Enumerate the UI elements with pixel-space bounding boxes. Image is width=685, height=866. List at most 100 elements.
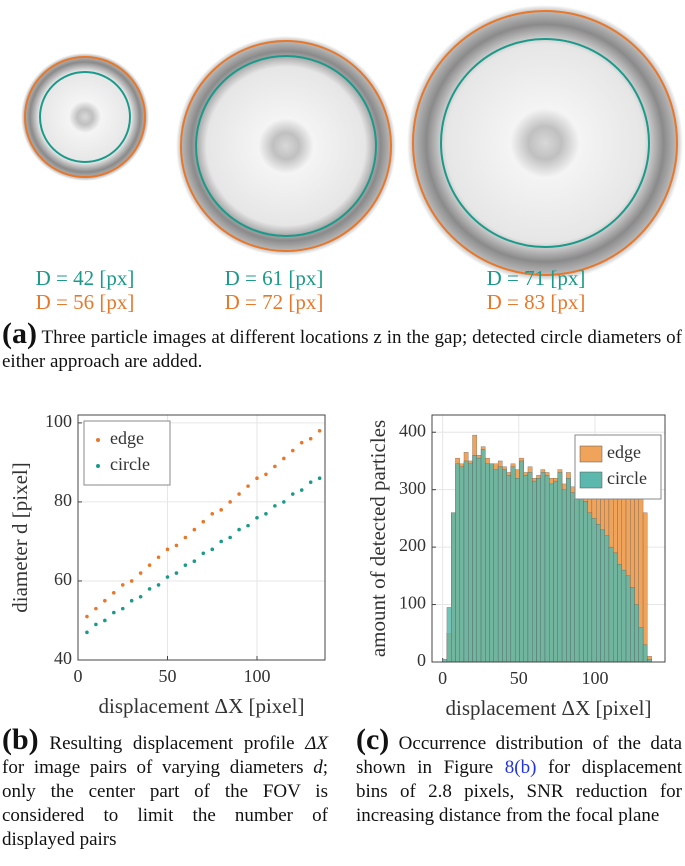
point: [201, 519, 206, 524]
d-label: D = 72 [px]: [224, 290, 324, 314]
point: [174, 571, 179, 575]
hist-bar: [446, 607, 452, 663]
hist-bar: [634, 604, 639, 663]
point: [246, 484, 250, 488]
point: [308, 480, 313, 484]
hist-bar: [480, 449, 486, 663]
caption-label: (b): [2, 723, 39, 756]
point: [138, 571, 143, 575]
x-axis-label: displacement ΔX [pixel]: [99, 694, 305, 718]
point: [308, 436, 313, 441]
caption-text: ; only the center part of the FOV is con…: [2, 757, 328, 850]
point: [174, 543, 179, 548]
hist-bar: [630, 587, 635, 663]
point: [165, 547, 170, 552]
y-axis-label: diameter d [pixel]: [8, 462, 32, 612]
x-tick-label: 0: [438, 668, 447, 688]
legend-box: [574, 434, 662, 500]
circle-ring: [39, 71, 131, 163]
hist-bar: [463, 460, 469, 663]
legend-label: circle: [607, 468, 647, 488]
x-tick-label: 50: [510, 668, 528, 688]
point: [290, 448, 295, 453]
hist-bar: [549, 483, 554, 663]
hist-bar: [502, 469, 507, 663]
caption-symbol: ΔX: [305, 733, 329, 754]
point: [264, 472, 268, 477]
y-axis-label: amount of detected particles: [366, 420, 390, 657]
hist-bar: [587, 512, 593, 663]
hist-bar: [566, 478, 571, 663]
point: [103, 598, 107, 603]
caption-text: Resulting displacement profile: [49, 733, 306, 754]
circle-ring: [195, 55, 377, 237]
caption-text: Occurrence distribution of the data show…: [356, 733, 682, 778]
point: [120, 583, 125, 587]
hist-bar: [514, 478, 520, 663]
point: [129, 598, 134, 603]
point: [255, 476, 259, 481]
legend-label: edge: [110, 428, 144, 448]
d-label: D = 83 [px]: [486, 290, 586, 314]
hist-bar: [536, 478, 541, 663]
legend-swatch: [96, 464, 100, 468]
point: [111, 610, 116, 615]
point: [156, 555, 161, 560]
caption-label: (c): [356, 723, 390, 756]
point: [147, 563, 152, 567]
point: [282, 500, 286, 504]
point: [219, 508, 223, 512]
point: [201, 551, 206, 556]
figure-ref[interactable]: 8(b): [504, 757, 537, 778]
point: [237, 492, 241, 496]
edge-ring: [180, 40, 392, 252]
hist-bar: [523, 475, 529, 663]
y-tick-label: 100: [399, 593, 426, 613]
hist-bar: [553, 480, 558, 663]
legend-label: circle: [110, 454, 150, 474]
hist-bar: [485, 463, 490, 663]
hist-bar: [544, 475, 550, 663]
x-tick-label: 100: [581, 668, 608, 688]
hist-bar: [455, 463, 460, 663]
caption-text: for displacement bins of 2.8 pixels, SNR…: [356, 757, 682, 826]
hist-bar: [561, 489, 567, 663]
hist-bar: [489, 463, 494, 663]
y-tick-label: 0: [417, 650, 426, 670]
hist-bar: [540, 472, 546, 663]
point: [264, 511, 268, 516]
legend-swatch: [579, 471, 603, 489]
legend-label: edge: [607, 442, 641, 462]
hist-bar: [570, 492, 575, 663]
legend-box: [83, 420, 171, 486]
d-label: D = 42 [px]: [35, 266, 135, 290]
legend-swatch: [96, 438, 100, 442]
point: [85, 630, 89, 635]
caption-symbol: d: [313, 757, 323, 778]
plot-frame: [431, 414, 666, 663]
point: [237, 527, 241, 532]
particle-image: [176, 36, 396, 256]
point: [129, 579, 134, 583]
caption-label: (a): [2, 317, 37, 350]
y-tick-label: 40: [54, 648, 72, 668]
point: [228, 535, 232, 540]
caption: (b) Resulting displacement profile ΔX fo…: [2, 725, 329, 852]
hist-bar: [625, 575, 631, 663]
hist-bar: [604, 535, 610, 663]
hist-bar: [591, 518, 597, 663]
x-axis-label: displacement ΔX [pixel]: [446, 696, 652, 720]
x-tick-label: 0: [74, 666, 83, 686]
point: [192, 527, 197, 532]
point: [165, 575, 170, 579]
point: [94, 622, 98, 627]
point: [282, 456, 286, 461]
point: [219, 539, 223, 544]
hist-bar: [451, 512, 456, 663]
hist-bar: [613, 552, 618, 663]
point: [273, 464, 277, 469]
hist-bar: [574, 495, 580, 663]
plot-frame: [77, 414, 326, 661]
